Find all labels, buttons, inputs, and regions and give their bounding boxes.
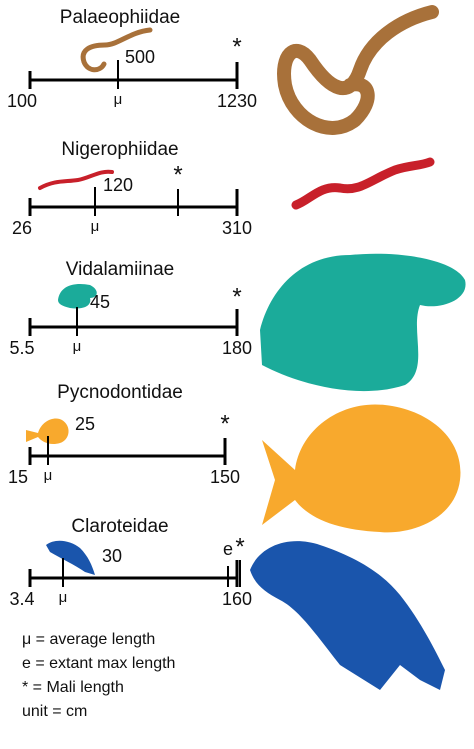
nigerophiid-small	[38, 169, 114, 190]
legend-line: unit = cm	[22, 703, 87, 720]
palaeophiid-small	[80, 27, 153, 73]
pycnodontid-large	[262, 404, 461, 533]
nigerophiid-large	[291, 157, 435, 210]
mali-marker: *	[220, 410, 229, 437]
mean-symbol: μ	[91, 218, 100, 235]
max-label: 180	[222, 338, 252, 358]
vidalamiin-large	[260, 253, 466, 392]
mali-marker: *	[232, 33, 241, 60]
mali-marker: *	[235, 533, 244, 560]
min-label: 15	[8, 467, 28, 487]
legend-line: e = extant max length	[22, 655, 175, 672]
claroteid-large	[250, 541, 445, 690]
claroteid-small	[46, 540, 95, 575]
mali-marker: *	[173, 161, 182, 188]
max-label: 150	[210, 467, 240, 487]
min-label: 26	[12, 218, 32, 238]
mean-label: 500	[125, 47, 155, 67]
panel-title: Vidalamiinae	[66, 259, 174, 280]
max-label: 160	[222, 589, 252, 609]
min-label: 100	[7, 91, 37, 111]
panel-title: Pycnodontidae	[57, 382, 183, 403]
mean-label: 25	[75, 414, 95, 434]
panel-title: Nigerophiidae	[61, 139, 178, 160]
legend-line: * = Mali length	[22, 679, 124, 696]
mean-label: 45	[90, 292, 110, 312]
mali-marker: *	[232, 283, 241, 310]
mean-symbol: μ	[114, 91, 123, 108]
min-label: 3.4	[9, 589, 34, 609]
mean-label: 120	[103, 175, 133, 195]
vidalamiin-small	[58, 283, 97, 309]
mean-symbol: μ	[59, 589, 68, 606]
extant-marker: e	[223, 539, 233, 559]
legend-line: μ = average length	[22, 631, 155, 648]
min-label: 5.5	[9, 338, 34, 358]
max-label: 1230	[217, 91, 257, 111]
mean-label: 30	[102, 546, 122, 566]
panel-title: Claroteidae	[71, 516, 168, 537]
pycnodontid-small	[26, 418, 69, 445]
legend: μ = average length e = extant max length *…	[22, 631, 175, 720]
silhouettes	[26, 5, 466, 690]
panel-title: Palaeophiidae	[60, 7, 180, 28]
palaeophiid-large	[277, 5, 439, 135]
max-label: 310	[222, 218, 252, 238]
mean-symbol: μ	[73, 338, 82, 355]
mean-symbol: μ	[44, 467, 53, 484]
